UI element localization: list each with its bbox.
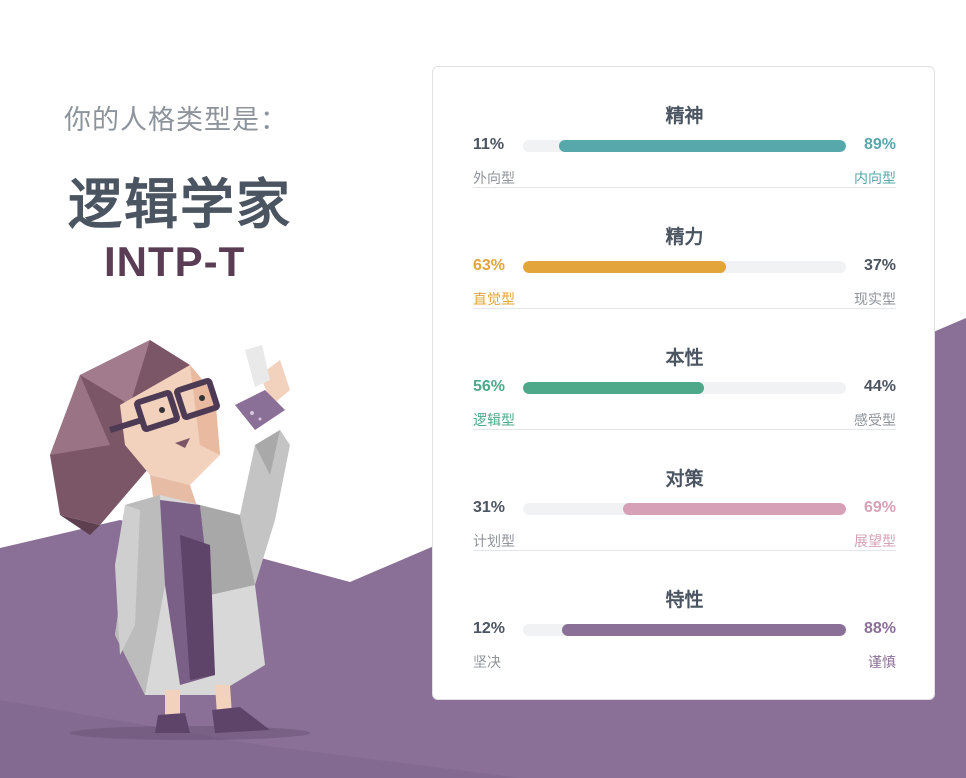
trait-left-percent: 12%: [473, 620, 506, 637]
trait-right-label: 感受型: [854, 413, 896, 429]
trait-right-label: 谨慎: [868, 655, 896, 671]
divider: [473, 550, 896, 551]
trait-title: 精神: [665, 105, 704, 127]
trait-left-percent: 31%: [473, 499, 506, 516]
trait-left-label: 直觉型: [473, 292, 515, 308]
trait-right-label: 内向型: [854, 171, 896, 187]
trait-bar-track: [523, 624, 846, 636]
trait-bar-fill: [558, 140, 846, 152]
divider: [473, 429, 896, 430]
trait-left-label: 外向型: [473, 171, 515, 187]
trait-bar-fill: [623, 503, 846, 515]
trait-title: 精力: [665, 226, 704, 248]
trait-bar-track: [523, 140, 846, 152]
trait-title: 本性: [665, 347, 704, 369]
divider: [473, 187, 896, 188]
trait-right-percent: 44%: [863, 378, 896, 395]
divider: [473, 308, 896, 309]
trait-right-percent: 69%: [863, 499, 896, 516]
trait-bar-track: [523, 503, 846, 515]
trait-left-label: 逻辑型: [473, 413, 515, 429]
trait-title: 对策: [665, 468, 704, 490]
trait-right-percent: 89%: [863, 136, 896, 153]
personality-type-code: INTP-T: [104, 238, 246, 285]
trait-right-label: 现实型: [854, 292, 896, 308]
trait-results-card: 精神 11% 89% 外向型 内向型 精力 63% 37% 直觉型 现实型 本性…: [432, 66, 935, 700]
trait-bar-fill: [523, 382, 704, 394]
trait-bar-track: [523, 261, 846, 273]
trait-right-label: 展望型: [854, 534, 896, 550]
trait-bar-track: [523, 382, 846, 394]
trait-left-percent: 11%: [473, 136, 505, 153]
logician-character-illustration: [50, 340, 310, 740]
trait-bar-fill: [523, 261, 727, 273]
trait-left-label: 计划型: [473, 534, 515, 550]
trait-row-identity: 特性 12% 88% 坚决 谨慎: [473, 551, 896, 672]
personality-type-name: 逻辑学家: [68, 172, 292, 236]
trait-right-percent: 37%: [863, 257, 896, 274]
trait-left-label: 坚决: [473, 655, 501, 671]
intro-text: 你的人格类型是：: [64, 105, 288, 136]
trait-left-percent: 56%: [473, 378, 506, 395]
trait-row-energy: 精力 63% 37% 直觉型 现实型: [473, 188, 896, 309]
trait-row-tactics: 对策 31% 69% 计划型 展望型: [473, 430, 896, 551]
trait-right-percent: 88%: [863, 620, 896, 637]
trait-row-mind: 精神 11% 89% 外向型 内向型: [473, 67, 896, 188]
trait-row-nature: 本性 56% 44% 逻辑型 感受型: [473, 309, 896, 430]
trait-bar-fill: [561, 624, 846, 636]
trait-left-percent: 63%: [473, 257, 506, 274]
trait-title: 特性: [665, 589, 704, 611]
